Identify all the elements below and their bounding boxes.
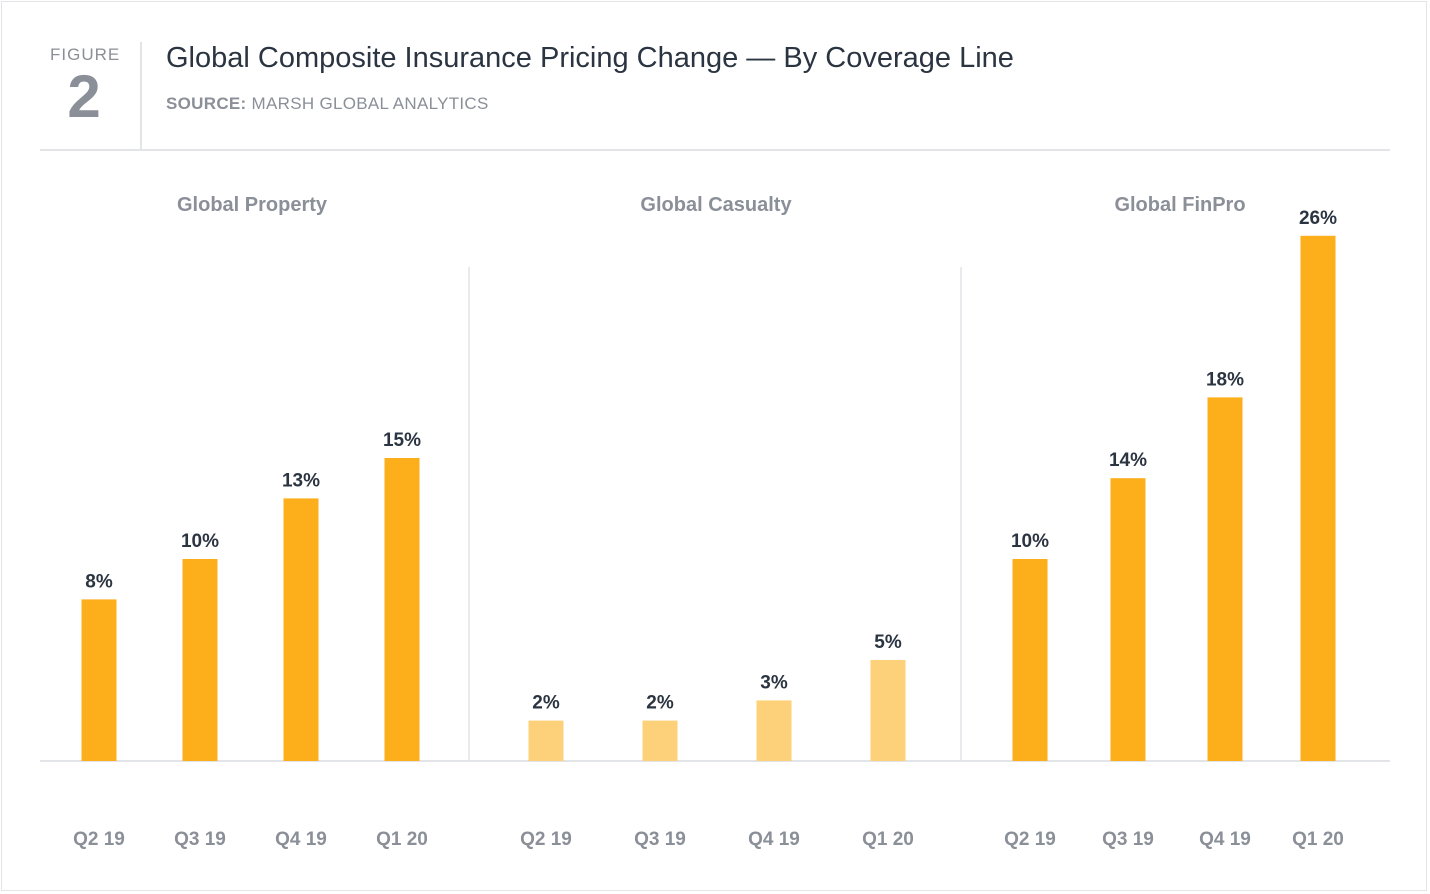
x-tick-label-global-casualty-3: Q4 19 xyxy=(748,829,800,850)
data-label-global-casualty-1: 2% xyxy=(532,693,560,714)
bar-global-finpro-4 xyxy=(1300,235,1336,762)
data-label-global-property-3: 13% xyxy=(282,470,320,491)
bar-global-property-3 xyxy=(283,498,319,761)
bar-global-finpro-1 xyxy=(1012,559,1048,761)
x-tick-label-global-finpro-1: Q2 19 xyxy=(1004,829,1056,850)
bar-global-casualty-3 xyxy=(756,700,792,761)
x-tick-label-global-casualty-4: Q1 20 xyxy=(862,829,914,850)
panel-title-global-property: Global Property xyxy=(177,194,328,216)
data-label-global-casualty-4: 5% xyxy=(874,632,902,653)
bar-global-casualty-2 xyxy=(642,720,678,761)
source-value: MARSH GLOBAL ANALYTICS xyxy=(251,94,489,113)
data-label-global-property-4: 15% xyxy=(383,430,421,451)
x-tick-label-global-finpro-4: Q1 20 xyxy=(1292,829,1344,850)
header-divider-horizontal xyxy=(40,149,1390,151)
bar-global-casualty-1 xyxy=(528,720,564,761)
data-label-global-property-1: 8% xyxy=(85,571,113,592)
bar-global-finpro-3 xyxy=(1207,397,1243,761)
bar-global-casualty-4 xyxy=(870,660,906,761)
data-label-global-finpro-3: 18% xyxy=(1206,369,1244,390)
bar-global-property-1 xyxy=(81,599,117,761)
data-label-global-finpro-2: 14% xyxy=(1109,450,1147,471)
bar-global-property-2 xyxy=(182,559,218,761)
chart-source: SOURCE: MARSH GLOBAL ANALYTICS xyxy=(166,94,489,114)
source-key: SOURCE: xyxy=(166,94,247,113)
figure-number: 2 xyxy=(67,63,101,130)
header-divider-vertical xyxy=(140,42,142,150)
x-tick-label-global-property-3: Q4 19 xyxy=(275,829,327,850)
x-tick-label-global-property-2: Q3 19 xyxy=(174,829,226,850)
bar-global-finpro-2 xyxy=(1110,478,1146,761)
figure-label: FIGURE xyxy=(50,45,121,64)
data-label-global-finpro-1: 10% xyxy=(1011,531,1049,552)
chart-title: Global Composite Insurance Pricing Chang… xyxy=(166,42,1014,74)
panel-title-global-casualty: Global Casualty xyxy=(640,194,792,216)
x-tick-label-global-finpro-2: Q3 19 xyxy=(1102,829,1154,850)
data-label-global-casualty-3: 3% xyxy=(760,672,788,693)
data-label-global-property-2: 10% xyxy=(181,531,219,552)
panel-title-global-finpro: Global FinPro xyxy=(1114,194,1245,216)
x-tick-label-global-finpro-3: Q4 19 xyxy=(1199,829,1251,850)
x-tick-label-global-property-4: Q1 20 xyxy=(376,829,428,850)
data-label-global-finpro-4: 26% xyxy=(1299,208,1337,229)
bar-global-property-4 xyxy=(384,458,420,761)
x-tick-label-global-casualty-1: Q2 19 xyxy=(520,829,572,850)
data-label-global-casualty-2: 2% xyxy=(646,693,674,714)
x-tick-label-global-casualty-2: Q3 19 xyxy=(634,829,686,850)
x-tick-label-global-property-1: Q2 19 xyxy=(73,829,125,850)
